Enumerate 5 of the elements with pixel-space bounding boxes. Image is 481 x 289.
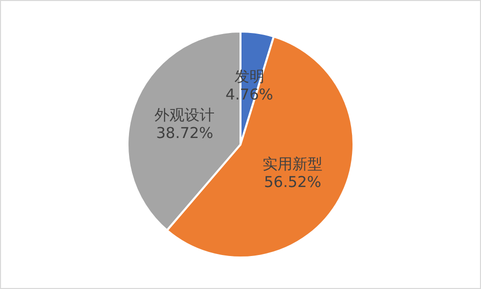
slice-label: 实用新型 <box>262 155 323 174</box>
slice-label: 外观设计 <box>154 106 215 124</box>
data-label: 38.72% <box>156 124 214 142</box>
data-label: 56.52% <box>264 173 322 192</box>
data-label: 4.76% <box>226 86 274 104</box>
